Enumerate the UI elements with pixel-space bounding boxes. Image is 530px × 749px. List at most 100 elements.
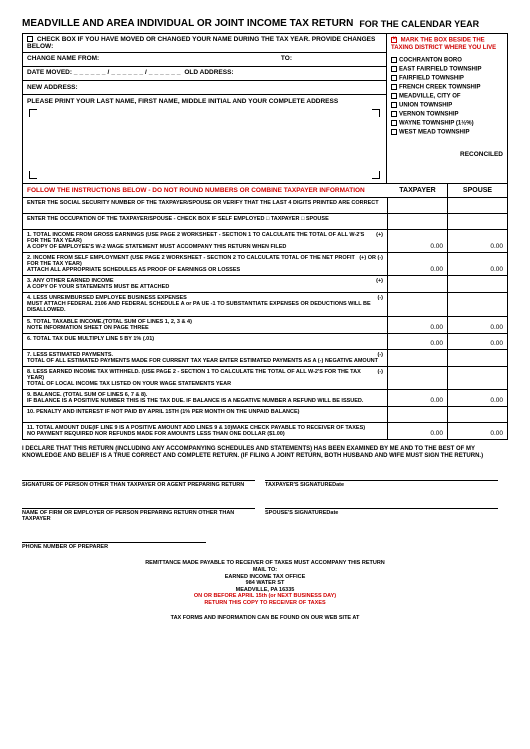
- remit-deadline: ON OR BEFORE APRIL 15th (or NEXT BUSINES…: [22, 593, 508, 600]
- district-checkbox[interactable]: [391, 120, 397, 126]
- row-line2: (+) OR (-) 2. INCOME FROM SELF EMPLOYMEN…: [22, 253, 508, 276]
- line1-taxpayer[interactable]: 0.00: [388, 230, 448, 253]
- row-line11: 11. TOTAL AMOUNT DUE(IF LINE 9 IS A POSI…: [22, 423, 508, 440]
- district-checkbox[interactable]: [391, 75, 397, 81]
- row-line8: (-) 8. LESS EARNED INCOME TAX WITHHELD. …: [22, 367, 508, 390]
- reconciled-label: RECONCILED: [391, 151, 503, 159]
- line6-taxpayer[interactable]: 0.00: [388, 334, 448, 350]
- header-row: FOLLOW THE INSTRUCTIONS BELOW - DO NOT R…: [22, 184, 508, 198]
- corner-tl: [29, 109, 37, 117]
- line2-spouse[interactable]: 0.00: [448, 253, 508, 276]
- tax-form-page: MEADVILLE AND AREA INDIVIDUAL OR JOINT I…: [0, 0, 530, 749]
- line1-label: (+) 1. TOTAL INCOME FROM GROSS EARNINGS …: [22, 230, 388, 253]
- district-opt-0: COCHRANTON BORO: [391, 57, 503, 65]
- new-addr-row: NEW ADDRESS:: [23, 81, 386, 95]
- remit-line: REMITTANCE MADE PAYABLE TO RECEIVER OF T…: [22, 560, 508, 567]
- line5-spouse[interactable]: 0.00: [448, 317, 508, 334]
- mark-box-label: MARK THE BOX BESIDE THE TAXING DISTRICT …: [391, 38, 496, 52]
- district-label: EAST FAIRFIELD TOWNSHIP: [399, 66, 482, 72]
- line7-op: (-): [378, 352, 384, 358]
- district-checkbox[interactable]: [391, 129, 397, 135]
- row-line6: 6. TOTAL TAX DUE MULTIPLY LINE 5 BY 1% (…: [22, 334, 508, 350]
- remittance-block: REMITTANCE MADE PAYABLE TO RECEIVER OF T…: [22, 560, 508, 621]
- sig-preparer-label: SIGNATURE OF PERSON OTHER THAN TAXPAYER …: [22, 480, 255, 488]
- ssn-taxpayer[interactable]: [388, 198, 448, 214]
- district-opt-8: WEST MEAD TOWNSHIP: [391, 129, 503, 137]
- district-label: WEST MEAD TOWNSHIP: [399, 130, 470, 136]
- title-row: MEADVILLE AND AREA INDIVIDUAL OR JOINT I…: [22, 18, 508, 29]
- line7-spouse[interactable]: [448, 350, 508, 367]
- line9-taxpayer[interactable]: 0.00: [388, 390, 448, 407]
- line3-spouse[interactable]: [448, 276, 508, 293]
- line2-taxpayer[interactable]: 0.00: [388, 253, 448, 276]
- district-checkbox[interactable]: [391, 84, 397, 90]
- print-name-block: PLEASE PRINT YOUR LAST NAME, FIRST NAME,…: [23, 95, 386, 183]
- sig-spouse-label: SPOUSE'S SIGNATUREDate: [265, 508, 498, 516]
- district-label: FAIRFIELD TOWNSHIP: [399, 75, 464, 81]
- line2-label: (+) OR (-) 2. INCOME FROM SELF EMPLOYMEN…: [22, 253, 388, 276]
- district-checkbox[interactable]: [391, 102, 397, 108]
- main-title: MEADVILLE AND AREA INDIVIDUAL OR JOINT I…: [22, 18, 353, 29]
- line10-taxpayer[interactable]: [388, 407, 448, 423]
- move-checkbox[interactable]: [27, 36, 33, 42]
- district-opt-2: FAIRFIELD TOWNSHIP: [391, 75, 503, 83]
- print-name-label: PLEASE PRINT YOUR LAST NAME, FIRST NAME,…: [27, 98, 338, 105]
- district-label: FRENCH CREEK TOWNSHIP: [399, 84, 481, 90]
- row-ssn: ENTER THE SOCIAL SECURITY NUMBER OF THE …: [22, 198, 508, 214]
- row-occupation: ENTER THE OCCUPATION OF THE TAXPAYER/SPO…: [22, 214, 508, 230]
- line2-op: (+) OR (-): [359, 255, 383, 261]
- line11-spouse[interactable]: 0.00: [448, 423, 508, 440]
- ssn-label: ENTER THE SOCIAL SECURITY NUMBER OF THE …: [22, 198, 388, 214]
- line10-spouse[interactable]: [448, 407, 508, 423]
- occ-spouse[interactable]: [448, 214, 508, 230]
- remit-return-copy: RETURN THIS COPY TO RECEIVER OF TAXES: [22, 600, 508, 607]
- district-checkbox[interactable]: [391, 66, 397, 72]
- mark-box-row: MARK THE BOX BESIDE THE TAXING DISTRICT …: [391, 37, 503, 53]
- line5-taxpayer[interactable]: 0.00: [388, 317, 448, 334]
- corner-bl: [29, 171, 37, 179]
- top-block: CHECK BOX IF YOU HAVE MOVED OR CHANGED Y…: [22, 33, 508, 184]
- row-line5: 5. TOTAL TAXABLE INCOME.(TOTAL SUM OF LI…: [22, 317, 508, 334]
- sig-phone-label: PHONE NUMBER OF PREPARER: [22, 542, 206, 550]
- line8-spouse[interactable]: [448, 367, 508, 390]
- declaration: I DECLARE THAT THIS RETURN (INCLUDING AN…: [22, 446, 508, 460]
- line7-label: (-) 7. LESS ESTIMATED PAYMENTS. TOTAL OF…: [22, 350, 388, 367]
- line4-taxpayer[interactable]: [388, 293, 448, 316]
- district-opt-1: EAST FAIRFIELD TOWNSHIP: [391, 66, 503, 74]
- district-checkbox[interactable]: [391, 93, 397, 99]
- line6-spouse[interactable]: 0.00: [448, 334, 508, 350]
- line7-taxpayer[interactable]: [388, 350, 448, 367]
- line3-op: (+): [376, 278, 383, 284]
- line3-taxpayer[interactable]: [388, 276, 448, 293]
- line8-taxpayer[interactable]: [388, 367, 448, 390]
- line11-label: 11. TOTAL AMOUNT DUE(IF LINE 9 IS A POSI…: [22, 423, 388, 440]
- line11-taxpayer[interactable]: 0.00: [388, 423, 448, 440]
- occ-taxpayer[interactable]: [388, 214, 448, 230]
- remit-line: MEADVILLE, PA 16335: [22, 587, 508, 594]
- move-check-row: CHECK BOX IF YOU HAVE MOVED OR CHANGED Y…: [23, 34, 386, 53]
- line4-label: (-) 4. LESS UNREIMBURSED EMPLOYEE BUSINE…: [22, 293, 388, 316]
- subtitle: FOR THE CALENDAR YEAR: [359, 19, 479, 29]
- signature-row-3: PHONE NUMBER OF PREPARER: [22, 532, 508, 550]
- remit-line: 984 WATER ST: [22, 580, 508, 587]
- row-line7: (-) 7. LESS ESTIMATED PAYMENTS. TOTAL OF…: [22, 350, 508, 367]
- signature-row-2: NAME OF FIRM OR EMPLOYER OF PERSON PREPA…: [22, 498, 508, 522]
- line1-spouse[interactable]: 0.00: [448, 230, 508, 253]
- district-label: VERNON TOWNSHIP: [399, 112, 459, 118]
- sig-firm-col: NAME OF FIRM OR EMPLOYER OF PERSON PREPA…: [22, 498, 265, 522]
- mark-box-icon: [391, 37, 397, 43]
- date-slashes[interactable]: ______/______/______: [74, 69, 183, 76]
- remit-line: EARNED INCOME TAX OFFICE: [22, 574, 508, 581]
- signature-row-1: SIGNATURE OF PERSON OTHER THAN TAXPAYER …: [22, 470, 508, 488]
- line4-spouse[interactable]: [448, 293, 508, 316]
- district-checkbox[interactable]: [391, 57, 397, 63]
- occupation-label: ENTER THE OCCUPATION OF THE TAXPAYER/SPO…: [22, 214, 388, 230]
- line9-spouse[interactable]: 0.00: [448, 390, 508, 407]
- corner-tr: [372, 109, 380, 117]
- district-checkbox[interactable]: [391, 111, 397, 117]
- district-label: UNION TOWNSHIP: [399, 103, 452, 109]
- ssn-spouse[interactable]: [448, 198, 508, 214]
- line9-label: 9. BALANCE. (TOTAL SUM OF LINES 6, 7 & 8…: [22, 390, 388, 407]
- old-addr-label: OLD ADDRESS:: [184, 69, 233, 76]
- sig-spouse-col: SPOUSE'S SIGNATUREDate: [265, 498, 508, 522]
